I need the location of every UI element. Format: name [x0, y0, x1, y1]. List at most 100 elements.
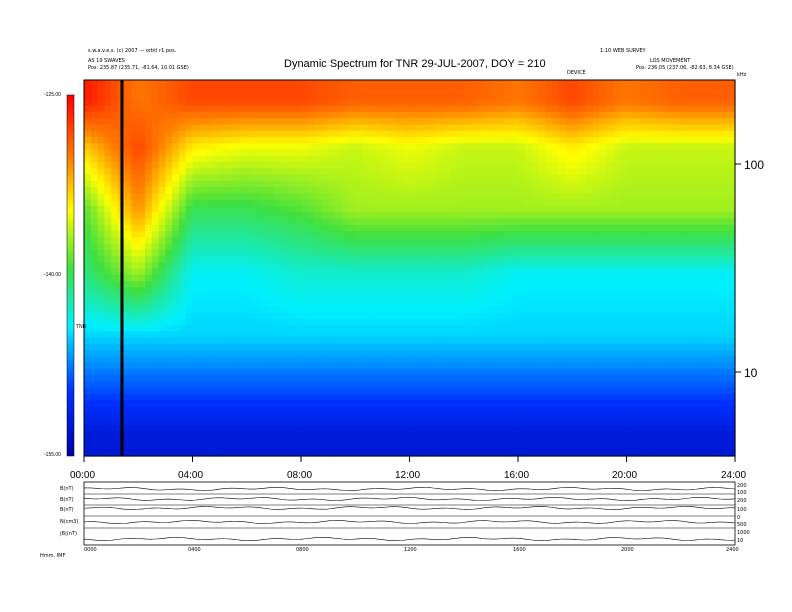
spectrum-cell [321, 424, 329, 432]
spectrum-cell [606, 80, 614, 87]
spectrum-cell [124, 205, 133, 213]
spectrum-cell [294, 148, 302, 156]
spectrum-cell [592, 130, 600, 137]
spectrum-cell [579, 255, 587, 263]
spectrum-cell [423, 142, 431, 150]
spectrum-cell [375, 405, 383, 413]
spectrum-cell [145, 130, 153, 137]
spectrum-cell [436, 343, 445, 351]
spectrum-cell [375, 255, 383, 263]
spectrum-cell [273, 437, 282, 445]
spectrum-cell [334, 205, 343, 213]
spectrum-cell [389, 336, 397, 344]
spectrum-cell [470, 105, 478, 112]
spectrum-cell [389, 343, 397, 351]
spectrum-cell [524, 424, 533, 432]
spectrum-cell [131, 405, 139, 413]
spectrum-cell [138, 405, 146, 413]
spectrum-cell [145, 311, 153, 319]
spectrum-cell [545, 311, 553, 319]
spectrum-cell [395, 242, 404, 250]
spectrum-cell [545, 117, 553, 125]
spectrum-cell [490, 249, 499, 257]
spectrum-cell [239, 355, 248, 363]
spectrum-cell [409, 167, 417, 175]
spectrum-cell [90, 142, 99, 150]
spectrum-cell [307, 98, 316, 106]
spectrum-cell [504, 349, 512, 357]
spectrum-cell [138, 437, 146, 445]
spectrum-cell [280, 318, 289, 325]
spectrum-cell [490, 199, 499, 206]
spectrum-cell [538, 142, 546, 150]
spectrum-cell [572, 430, 580, 438]
spectrum-cell [165, 387, 173, 394]
spectrum-cell [355, 192, 363, 200]
spectrum-cell [138, 130, 146, 137]
spectrum-cell [287, 286, 295, 294]
spectrum-cell [551, 130, 560, 137]
spectrum-cell [253, 161, 261, 169]
spectrum-cell [538, 136, 546, 144]
spectrum-cell [592, 230, 600, 238]
spectrum-cell [301, 405, 309, 413]
spectrum-cell [389, 80, 397, 87]
spectrum-cell [178, 305, 187, 313]
spectrum-cell [124, 311, 133, 319]
spectrum-cell [321, 117, 329, 125]
spectrum-cell [111, 299, 119, 307]
spectrum-cell [219, 412, 228, 419]
spectrum-cell [477, 98, 485, 106]
spectrum-cell [273, 374, 282, 382]
spectrum-cell [212, 324, 221, 332]
spectrum-cell [429, 330, 438, 338]
spectrum-cell [287, 274, 295, 282]
spectrum-cell [246, 180, 255, 188]
spectrum-cell [565, 349, 573, 357]
spectrum-cell [273, 343, 282, 351]
spectrum-cell [368, 136, 377, 144]
spectrum-cell [409, 355, 417, 363]
spectrum-cell [172, 148, 180, 156]
spectrum-cell [253, 136, 261, 144]
spectrum-cell [334, 299, 343, 307]
spectrum-cell [626, 355, 634, 363]
spectrum-cell [253, 167, 261, 175]
spectrum-cell [538, 412, 546, 419]
spectrum-cell [355, 255, 363, 263]
spectrum-cell [504, 412, 512, 419]
spectrum-cell [497, 299, 506, 307]
spectrum-cell [490, 380, 499, 388]
spectrum-cell [287, 186, 295, 194]
spectrum-cell [423, 136, 431, 144]
spectrum-cell [531, 324, 539, 332]
spectrum-cell [429, 123, 438, 131]
spectrum-cell [551, 418, 560, 426]
spectrum-cell [511, 242, 519, 250]
spectrum-cell [206, 117, 214, 125]
spectrum-cell [450, 186, 458, 194]
spectrum-cell [321, 311, 329, 319]
spectrum-cell [497, 374, 506, 382]
spectrum-cell [138, 268, 146, 275]
spectrum-cell [151, 355, 160, 363]
spectrum-cell [551, 368, 560, 376]
spectrum-cell [450, 286, 458, 294]
spectrum-cell [273, 418, 282, 426]
spectrum-cell [355, 318, 363, 325]
spectrum-cell [368, 405, 377, 413]
spectrum-cell [531, 418, 539, 426]
spectrum-cell [151, 437, 160, 445]
spectrum-cell [470, 98, 478, 106]
spectrum-cell [497, 324, 506, 332]
spectrum-cell [84, 437, 92, 445]
spectrum-cell [633, 130, 641, 137]
spectrum-cell [301, 230, 309, 238]
spectrum-cell [151, 368, 160, 376]
spectrum-cell [314, 318, 322, 325]
spectrum-cell [158, 199, 166, 206]
spectrum-cell [606, 374, 614, 382]
spectrum-cell [192, 186, 200, 194]
spectrum-cell [470, 205, 478, 213]
spectrum-cell [633, 299, 641, 307]
